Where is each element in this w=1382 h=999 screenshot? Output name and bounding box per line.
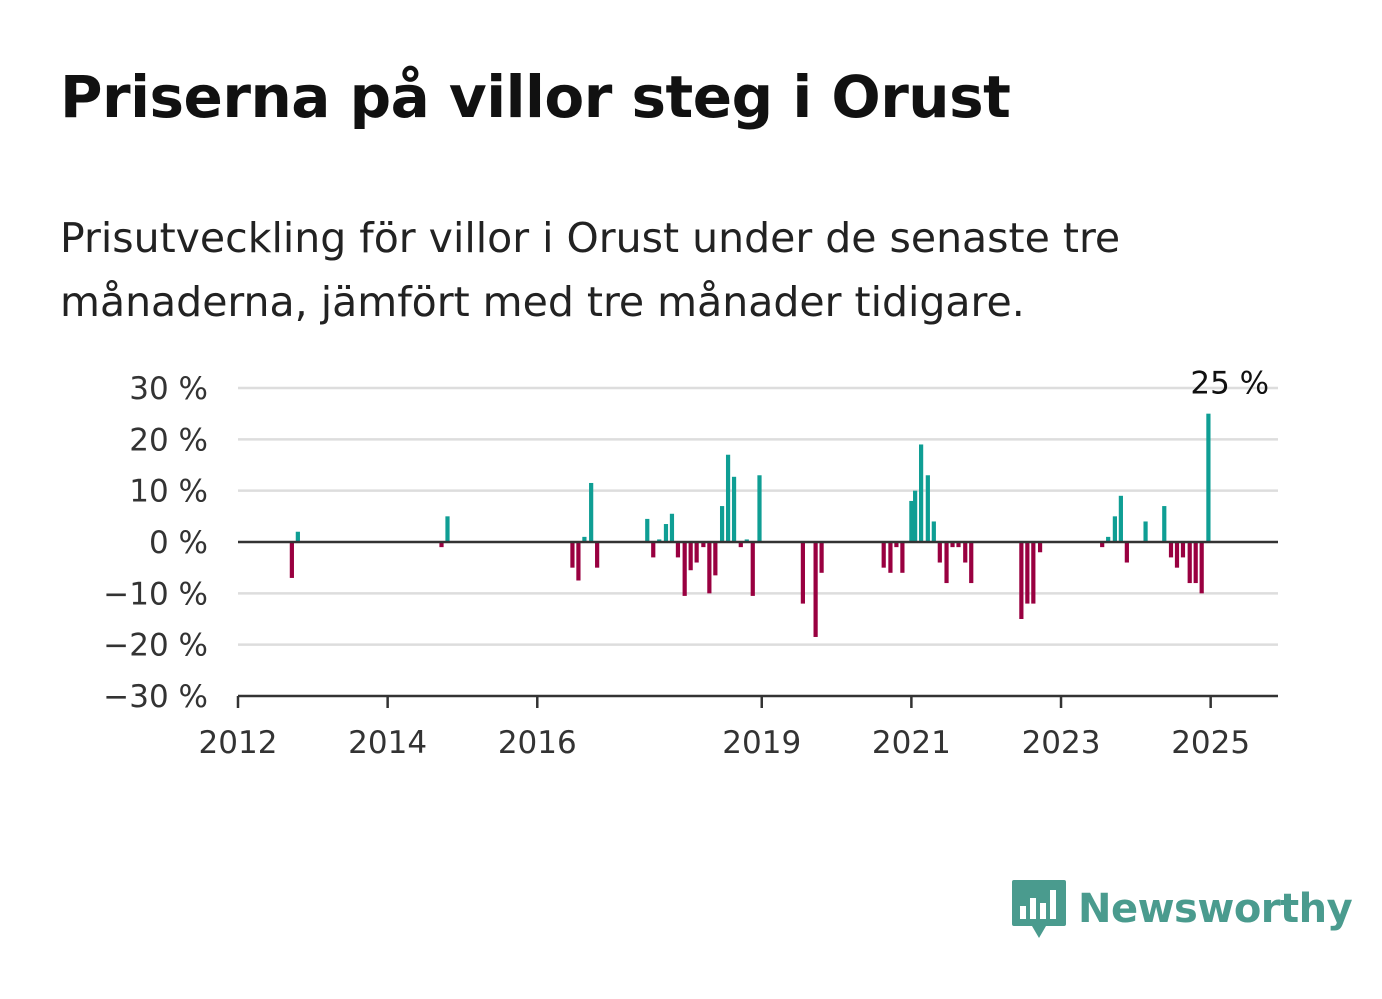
bar xyxy=(913,490,918,542)
bar xyxy=(1019,542,1024,619)
y-tick-label: −20 % xyxy=(103,628,208,664)
axes xyxy=(236,540,1278,708)
bar xyxy=(1124,542,1129,563)
x-tick-label: 2023 xyxy=(1022,725,1101,761)
bar xyxy=(295,531,300,542)
bar xyxy=(645,518,650,542)
bar xyxy=(1100,542,1105,548)
bar xyxy=(819,542,824,573)
bar xyxy=(595,542,600,568)
bar xyxy=(1187,542,1192,584)
y-tick-label: −30 % xyxy=(103,679,208,715)
bar xyxy=(800,542,805,604)
bar xyxy=(651,542,656,558)
bar xyxy=(694,542,699,563)
y-tick-label: 30 % xyxy=(129,371,208,407)
bar xyxy=(1037,542,1043,553)
bar xyxy=(1143,521,1148,542)
y-tick-label: −10 % xyxy=(103,576,208,612)
bar xyxy=(707,542,712,594)
bar xyxy=(657,539,662,542)
bar xyxy=(750,542,755,596)
bar xyxy=(701,542,706,548)
x-tick-label: 2019 xyxy=(722,725,801,761)
bar xyxy=(900,542,905,573)
chart-subtitle: Prisutveckling för villor i Orust under … xyxy=(60,214,1121,326)
y-tick-label: 20 % xyxy=(129,422,208,458)
bar xyxy=(1199,542,1204,594)
bar xyxy=(925,475,930,542)
bar-chart-speech-bubble-icon xyxy=(1012,880,1066,938)
bar xyxy=(1112,516,1117,542)
bar xyxy=(1174,542,1180,568)
x-tick-label: 2016 xyxy=(498,725,577,761)
bar xyxy=(757,475,762,542)
bar xyxy=(1180,542,1186,558)
bar xyxy=(289,542,294,578)
bar xyxy=(937,542,942,563)
bar xyxy=(1118,495,1123,542)
bar xyxy=(1025,542,1030,604)
y-tick-label: 10 % xyxy=(129,474,208,510)
brand-name: Newsworthy xyxy=(1078,886,1353,932)
gridlines xyxy=(238,386,1278,646)
bar xyxy=(713,542,718,576)
x-tick-label: 2025 xyxy=(1171,725,1250,761)
bar xyxy=(1193,542,1198,584)
chart-title: Priserna på villor steg i Orust xyxy=(60,63,1011,131)
bar xyxy=(731,476,737,542)
bar xyxy=(956,542,961,548)
x-tick-label: 2014 xyxy=(348,725,427,761)
bar xyxy=(439,542,444,548)
x-tick-label: 2012 xyxy=(199,725,278,761)
bar xyxy=(944,542,949,584)
bar xyxy=(688,542,693,571)
bar xyxy=(909,500,914,542)
bar xyxy=(675,542,681,558)
bar xyxy=(1162,506,1167,542)
bar xyxy=(919,444,924,542)
bar xyxy=(894,542,899,548)
bar xyxy=(682,542,687,596)
bar xyxy=(576,542,581,581)
bar xyxy=(744,539,749,542)
bar xyxy=(881,542,886,568)
bar xyxy=(570,542,575,568)
x-tick-label: 2021 xyxy=(872,725,951,761)
value-annotation: 25 % xyxy=(1190,366,1269,402)
y-tick-label: 0 % xyxy=(149,525,208,561)
bars xyxy=(289,413,1211,637)
bar xyxy=(719,506,725,542)
bar xyxy=(589,482,594,542)
bar xyxy=(1106,536,1111,542)
bar xyxy=(931,521,936,542)
bar xyxy=(963,542,968,563)
newsworthy-logo: Newsworthy xyxy=(1010,878,1353,940)
bar xyxy=(813,542,818,637)
bar xyxy=(1168,542,1174,558)
bar xyxy=(663,524,669,542)
tick-labels: 30 % 20 % 10 % 0 % −10 % −20 % −30 % 2012 2014 20… xyxy=(103,366,1269,761)
bar xyxy=(1031,542,1036,604)
bar xyxy=(669,513,675,542)
bar xyxy=(969,542,974,584)
bar xyxy=(888,542,893,573)
bar xyxy=(582,536,587,542)
bar xyxy=(950,542,955,548)
bar xyxy=(725,454,731,542)
bar xyxy=(1206,413,1211,542)
bar xyxy=(445,516,450,542)
bar xyxy=(738,542,743,548)
